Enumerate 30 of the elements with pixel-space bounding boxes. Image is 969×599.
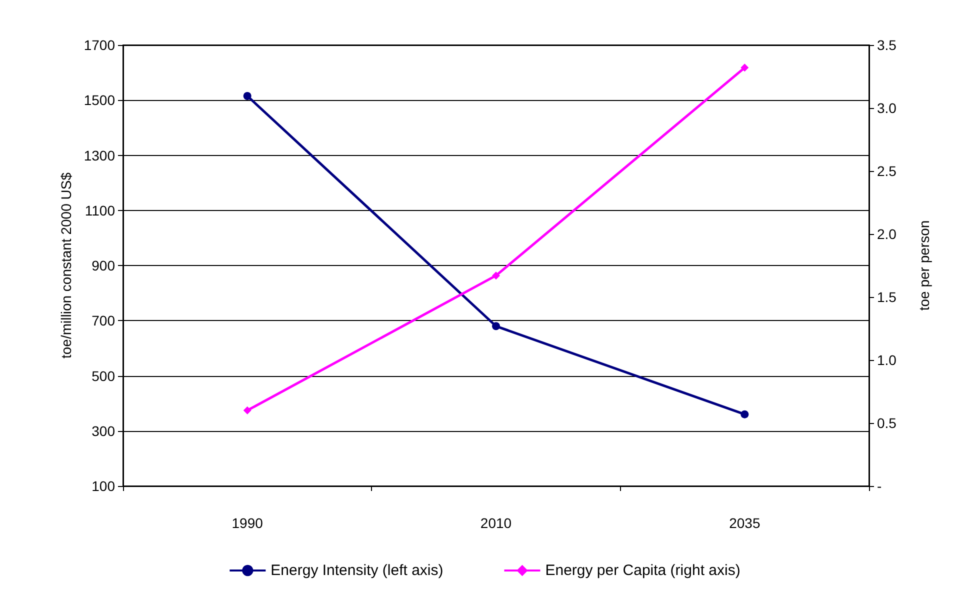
y-tick-label: 700 [92, 312, 116, 329]
y-axis-title: toe/million constant 2000 US$ [58, 172, 74, 358]
y2-tick-label: 1.0 [877, 352, 897, 368]
y2-tick-label: 0.5 [877, 415, 897, 431]
x-tick-label: 2010 [480, 515, 512, 531]
point [492, 322, 500, 330]
legend-label: Energy per Capita (right axis) [545, 562, 740, 579]
y-tick-label: 300 [92, 422, 116, 439]
point [740, 64, 749, 72]
y-tick-label: 900 [92, 258, 116, 274]
y-tick-label: 1700 [84, 37, 116, 53]
y2-tick-label: 2.0 [877, 226, 897, 242]
x-tick-label: 2035 [729, 515, 760, 531]
point [243, 406, 252, 414]
y-tick-label: 100 [92, 478, 116, 494]
y2-tick-label: 3.5 [877, 37, 897, 53]
legend-label: Energy Intensity (left axis) [270, 562, 444, 579]
y2-tick-label: 3.0 [877, 100, 897, 116]
y-tick-label: 1300 [84, 147, 116, 164]
y2-axis-title: toe per person [916, 220, 932, 311]
point [243, 92, 252, 100]
y-tick-label: 1500 [84, 92, 116, 108]
y2-tick-label: - [877, 478, 882, 494]
point [492, 272, 500, 280]
y-tick-label: 1100 [84, 202, 116, 218]
x-tick-label: 1990 [232, 515, 264, 531]
y2-tick-label: 1.5 [877, 289, 897, 305]
y2-tick-label: 2.5 [877, 163, 897, 179]
point [740, 410, 749, 418]
y-tick-label: 500 [92, 368, 116, 384]
